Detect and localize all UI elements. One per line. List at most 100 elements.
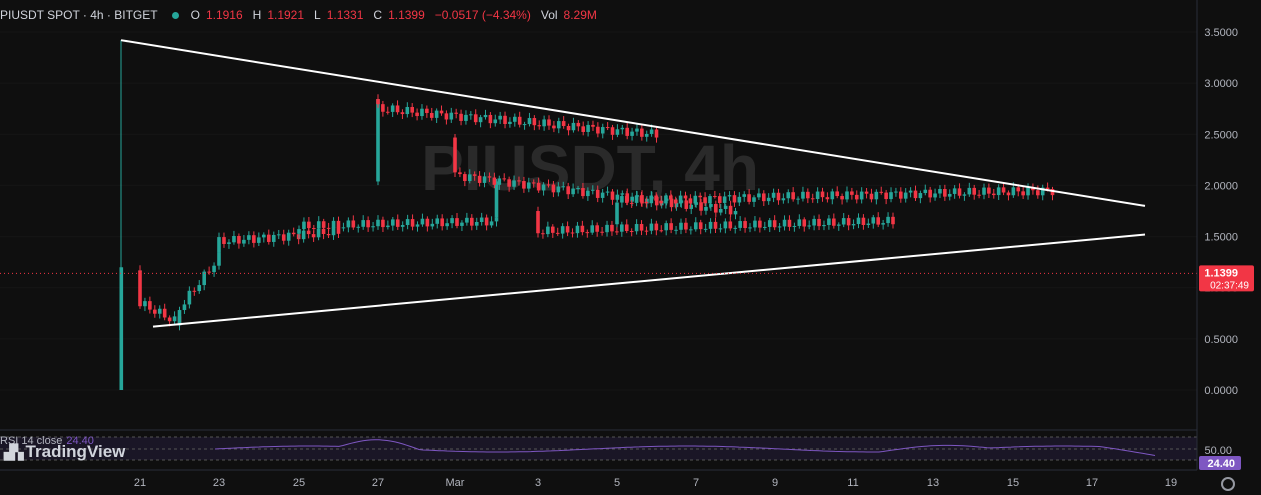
candle-body [1036, 190, 1040, 196]
candle-body [551, 184, 556, 193]
candle-body [346, 220, 351, 228]
candle-body [301, 230, 306, 240]
candle-body [856, 217, 861, 225]
candle-body [247, 235, 251, 240]
candle-body [570, 232, 575, 234]
candle-body [654, 223, 659, 231]
candle-body [639, 195, 644, 202]
watermark-text: PIUSDT, 4h [421, 132, 759, 204]
candle-body [699, 202, 703, 211]
candle-body [281, 234, 286, 241]
candle-body [1006, 192, 1011, 196]
candle-body [649, 223, 654, 231]
candle-body [864, 191, 869, 194]
candle-body [297, 229, 301, 234]
candle-body [469, 114, 473, 116]
candle-body [493, 119, 498, 124]
candle-body [923, 189, 928, 194]
candle-body [688, 198, 693, 204]
candle-body [291, 232, 296, 235]
candle-body [527, 182, 531, 189]
candle-body [854, 194, 859, 200]
x-tick-label: 19 [1165, 477, 1177, 489]
candle-body [792, 225, 797, 227]
candle-body [536, 182, 541, 191]
candle-body [845, 191, 849, 200]
x-tick-label: 25 [293, 477, 305, 489]
candle-body [463, 174, 467, 182]
candle-body [1026, 187, 1030, 196]
candle-body [615, 231, 619, 233]
candle-body [591, 124, 595, 127]
candle-body [484, 217, 489, 226]
candle-body [415, 112, 419, 117]
candle-body [600, 192, 605, 198]
y-tick-label: 0.0000 [1204, 385, 1238, 397]
candle-body [748, 227, 752, 229]
candle-body [556, 186, 561, 193]
candle-body [943, 188, 947, 197]
candle-body [881, 223, 885, 225]
candle-body [143, 301, 147, 307]
candle-body [390, 105, 395, 112]
candle-body [138, 270, 142, 307]
candle-body [356, 226, 361, 228]
candle-body [649, 129, 654, 134]
tradingview-logo[interactable]: ▟▚ TradingView [4, 442, 125, 462]
candle-body [460, 222, 464, 226]
candle-body [326, 227, 331, 229]
candle-body [669, 198, 674, 208]
candle-body [903, 192, 908, 199]
candle-body [673, 199, 678, 204]
candle-body [550, 226, 555, 233]
candle-body [674, 202, 679, 208]
settings-gear-icon[interactable] [1221, 477, 1235, 491]
candle-body [947, 193, 952, 197]
candle-body [891, 216, 895, 225]
candle-body [434, 110, 439, 118]
candle-body [851, 224, 856, 226]
candle-body [698, 222, 703, 230]
candle-body [487, 176, 492, 178]
candle-body [482, 176, 487, 183]
candle-body [595, 189, 600, 198]
candle-body [600, 231, 604, 233]
candle-body [439, 110, 444, 114]
symbol-label[interactable]: PIUSDT SPOT · 4h · BITGET [0, 8, 158, 22]
candle-body [806, 191, 810, 199]
x-tick-label: 3 [535, 477, 541, 489]
candle-body [747, 194, 751, 202]
candle-body [703, 228, 708, 230]
candle-body [316, 221, 321, 229]
candle-body [415, 224, 420, 227]
candle-body [782, 219, 787, 227]
x-tick-label: 5 [614, 477, 620, 489]
candle-body [832, 218, 836, 226]
candle-body [876, 217, 881, 225]
candle-body [376, 99, 380, 182]
candle-body [933, 193, 937, 198]
tradingview-wordmark: TradingView [25, 442, 126, 461]
candle-body [704, 206, 708, 211]
candle-body [625, 127, 629, 136]
candle-body [871, 217, 876, 224]
candle-body [825, 197, 830, 200]
candle-body [212, 265, 216, 273]
candle-body [693, 195, 698, 204]
candle-body [153, 309, 157, 314]
candle-body [664, 223, 668, 231]
rsi-line [214, 439, 1156, 456]
candle-body [410, 219, 415, 227]
candle-body [957, 188, 962, 196]
candle-body [517, 116, 522, 125]
candle-body [556, 121, 561, 129]
candle-body [477, 175, 482, 183]
candle-body [894, 191, 898, 193]
candle-body [385, 111, 390, 113]
candle-body [624, 196, 629, 203]
candle-body [400, 112, 405, 115]
rsi-legend[interactable]: RSI 14 close 24.40 [0, 435, 94, 447]
candle-body [405, 106, 410, 115]
candle-body [742, 194, 747, 197]
